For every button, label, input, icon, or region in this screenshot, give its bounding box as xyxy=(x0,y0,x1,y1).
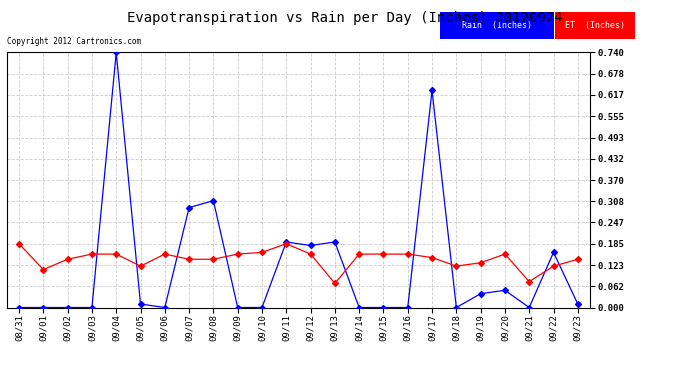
Text: Evapotranspiration vs Rain per Day (Inches) 20120924: Evapotranspiration vs Rain per Day (Inch… xyxy=(127,11,563,25)
Text: Rain  (Inches): Rain (Inches) xyxy=(462,21,532,30)
Text: ET  (Inches): ET (Inches) xyxy=(565,21,625,30)
Text: Copyright 2012 Cartronics.com: Copyright 2012 Cartronics.com xyxy=(7,38,141,46)
